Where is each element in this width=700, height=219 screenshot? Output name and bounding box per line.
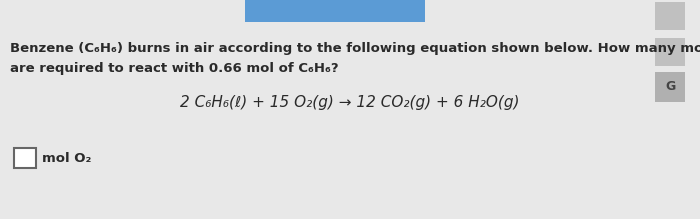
Bar xyxy=(14,148,36,168)
Bar xyxy=(655,72,685,102)
Text: Benzene (C₆H₆) burns in air according to the following equation shown below. How: Benzene (C₆H₆) burns in air according to… xyxy=(10,42,700,55)
Text: 2 C₆H₆(ℓ) + 15 O₂(g) → 12 CO₂(g) + 6 H₂O(g): 2 C₆H₆(ℓ) + 15 O₂(g) → 12 CO₂(g) + 6 H₂O… xyxy=(181,95,519,110)
Bar xyxy=(655,2,685,30)
Bar xyxy=(245,0,425,22)
Text: mol O₂: mol O₂ xyxy=(42,152,92,164)
Text: G: G xyxy=(665,81,675,94)
Text: are required to react with 0.66 mol of C₆H₆?: are required to react with 0.66 mol of C… xyxy=(10,62,339,75)
Bar xyxy=(655,38,685,66)
